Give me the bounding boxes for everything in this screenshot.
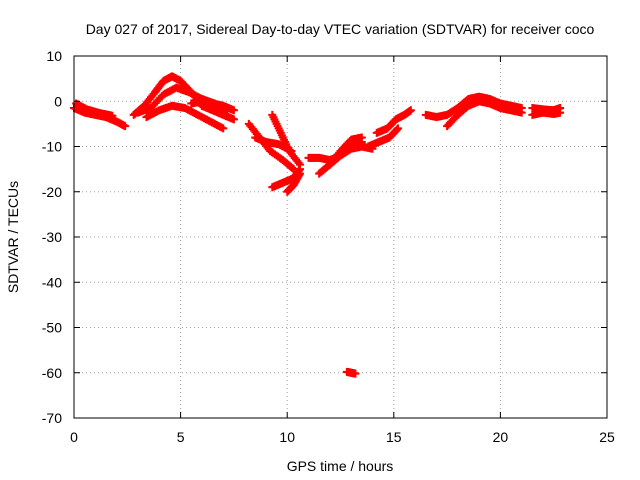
- point-marker: [556, 108, 565, 117]
- point-marker: [517, 108, 526, 117]
- series-arc-e: [142, 101, 228, 133]
- series-arc-l: [283, 169, 304, 196]
- point-marker: [406, 106, 415, 115]
- series-arc-p: [364, 124, 403, 151]
- point-marker: [121, 122, 130, 131]
- point-marker: [287, 147, 296, 156]
- x-tick-label: 25: [599, 429, 615, 445]
- series-arc-g: [197, 101, 238, 124]
- point-marker: [351, 369, 360, 378]
- x-tick-label: 5: [177, 429, 185, 445]
- series-arc-j: [251, 133, 296, 156]
- y-tick-label: -40: [42, 274, 62, 290]
- point-marker: [108, 111, 117, 120]
- grid-lines: [74, 56, 607, 418]
- y-tick-label: -30: [42, 229, 62, 245]
- x-axis-label: GPS time / hours: [287, 458, 394, 474]
- y-tick-labels: 10 0 -10 -20 -30 -40 -50 -60 -70: [42, 48, 62, 426]
- series-arc-b: [72, 99, 117, 120]
- y-tick-label: -60: [42, 365, 62, 381]
- point-marker: [357, 133, 366, 142]
- y-tick-label: 10: [46, 48, 62, 64]
- point-marker: [392, 125, 401, 134]
- x-tick-labels: 0 5 10 15 20 25: [70, 429, 615, 445]
- y-tick-label: -50: [42, 320, 62, 336]
- x-tick-label: 15: [386, 429, 402, 445]
- x-tick-label: 20: [493, 429, 509, 445]
- point-marker: [295, 169, 304, 178]
- series-arc-s: [443, 97, 526, 131]
- point-marker: [394, 124, 403, 133]
- point-marker: [229, 106, 238, 115]
- series-arc-q: [372, 106, 415, 137]
- x-tick-label: 0: [70, 429, 78, 445]
- y-axis-label: SDTVAR / TECUs: [5, 181, 21, 293]
- point-marker: [219, 124, 228, 133]
- data-points: [70, 72, 565, 378]
- point-marker: [288, 163, 297, 172]
- chart-title: Day 027 of 2017, Sidereal Day-to-day VTE…: [86, 21, 595, 37]
- series-arc-u: [528, 108, 565, 119]
- series-arc-o: [325, 133, 366, 169]
- y-tick-label: -20: [42, 184, 62, 200]
- y-tick-label: 0: [54, 93, 62, 109]
- y-tick-label: -10: [42, 139, 62, 155]
- y-tick-label: -70: [42, 410, 62, 426]
- series-arc-v: [342, 367, 360, 378]
- axis-ticks: [73, 55, 608, 419]
- x-tick-label: 10: [279, 429, 295, 445]
- point-marker: [229, 115, 238, 124]
